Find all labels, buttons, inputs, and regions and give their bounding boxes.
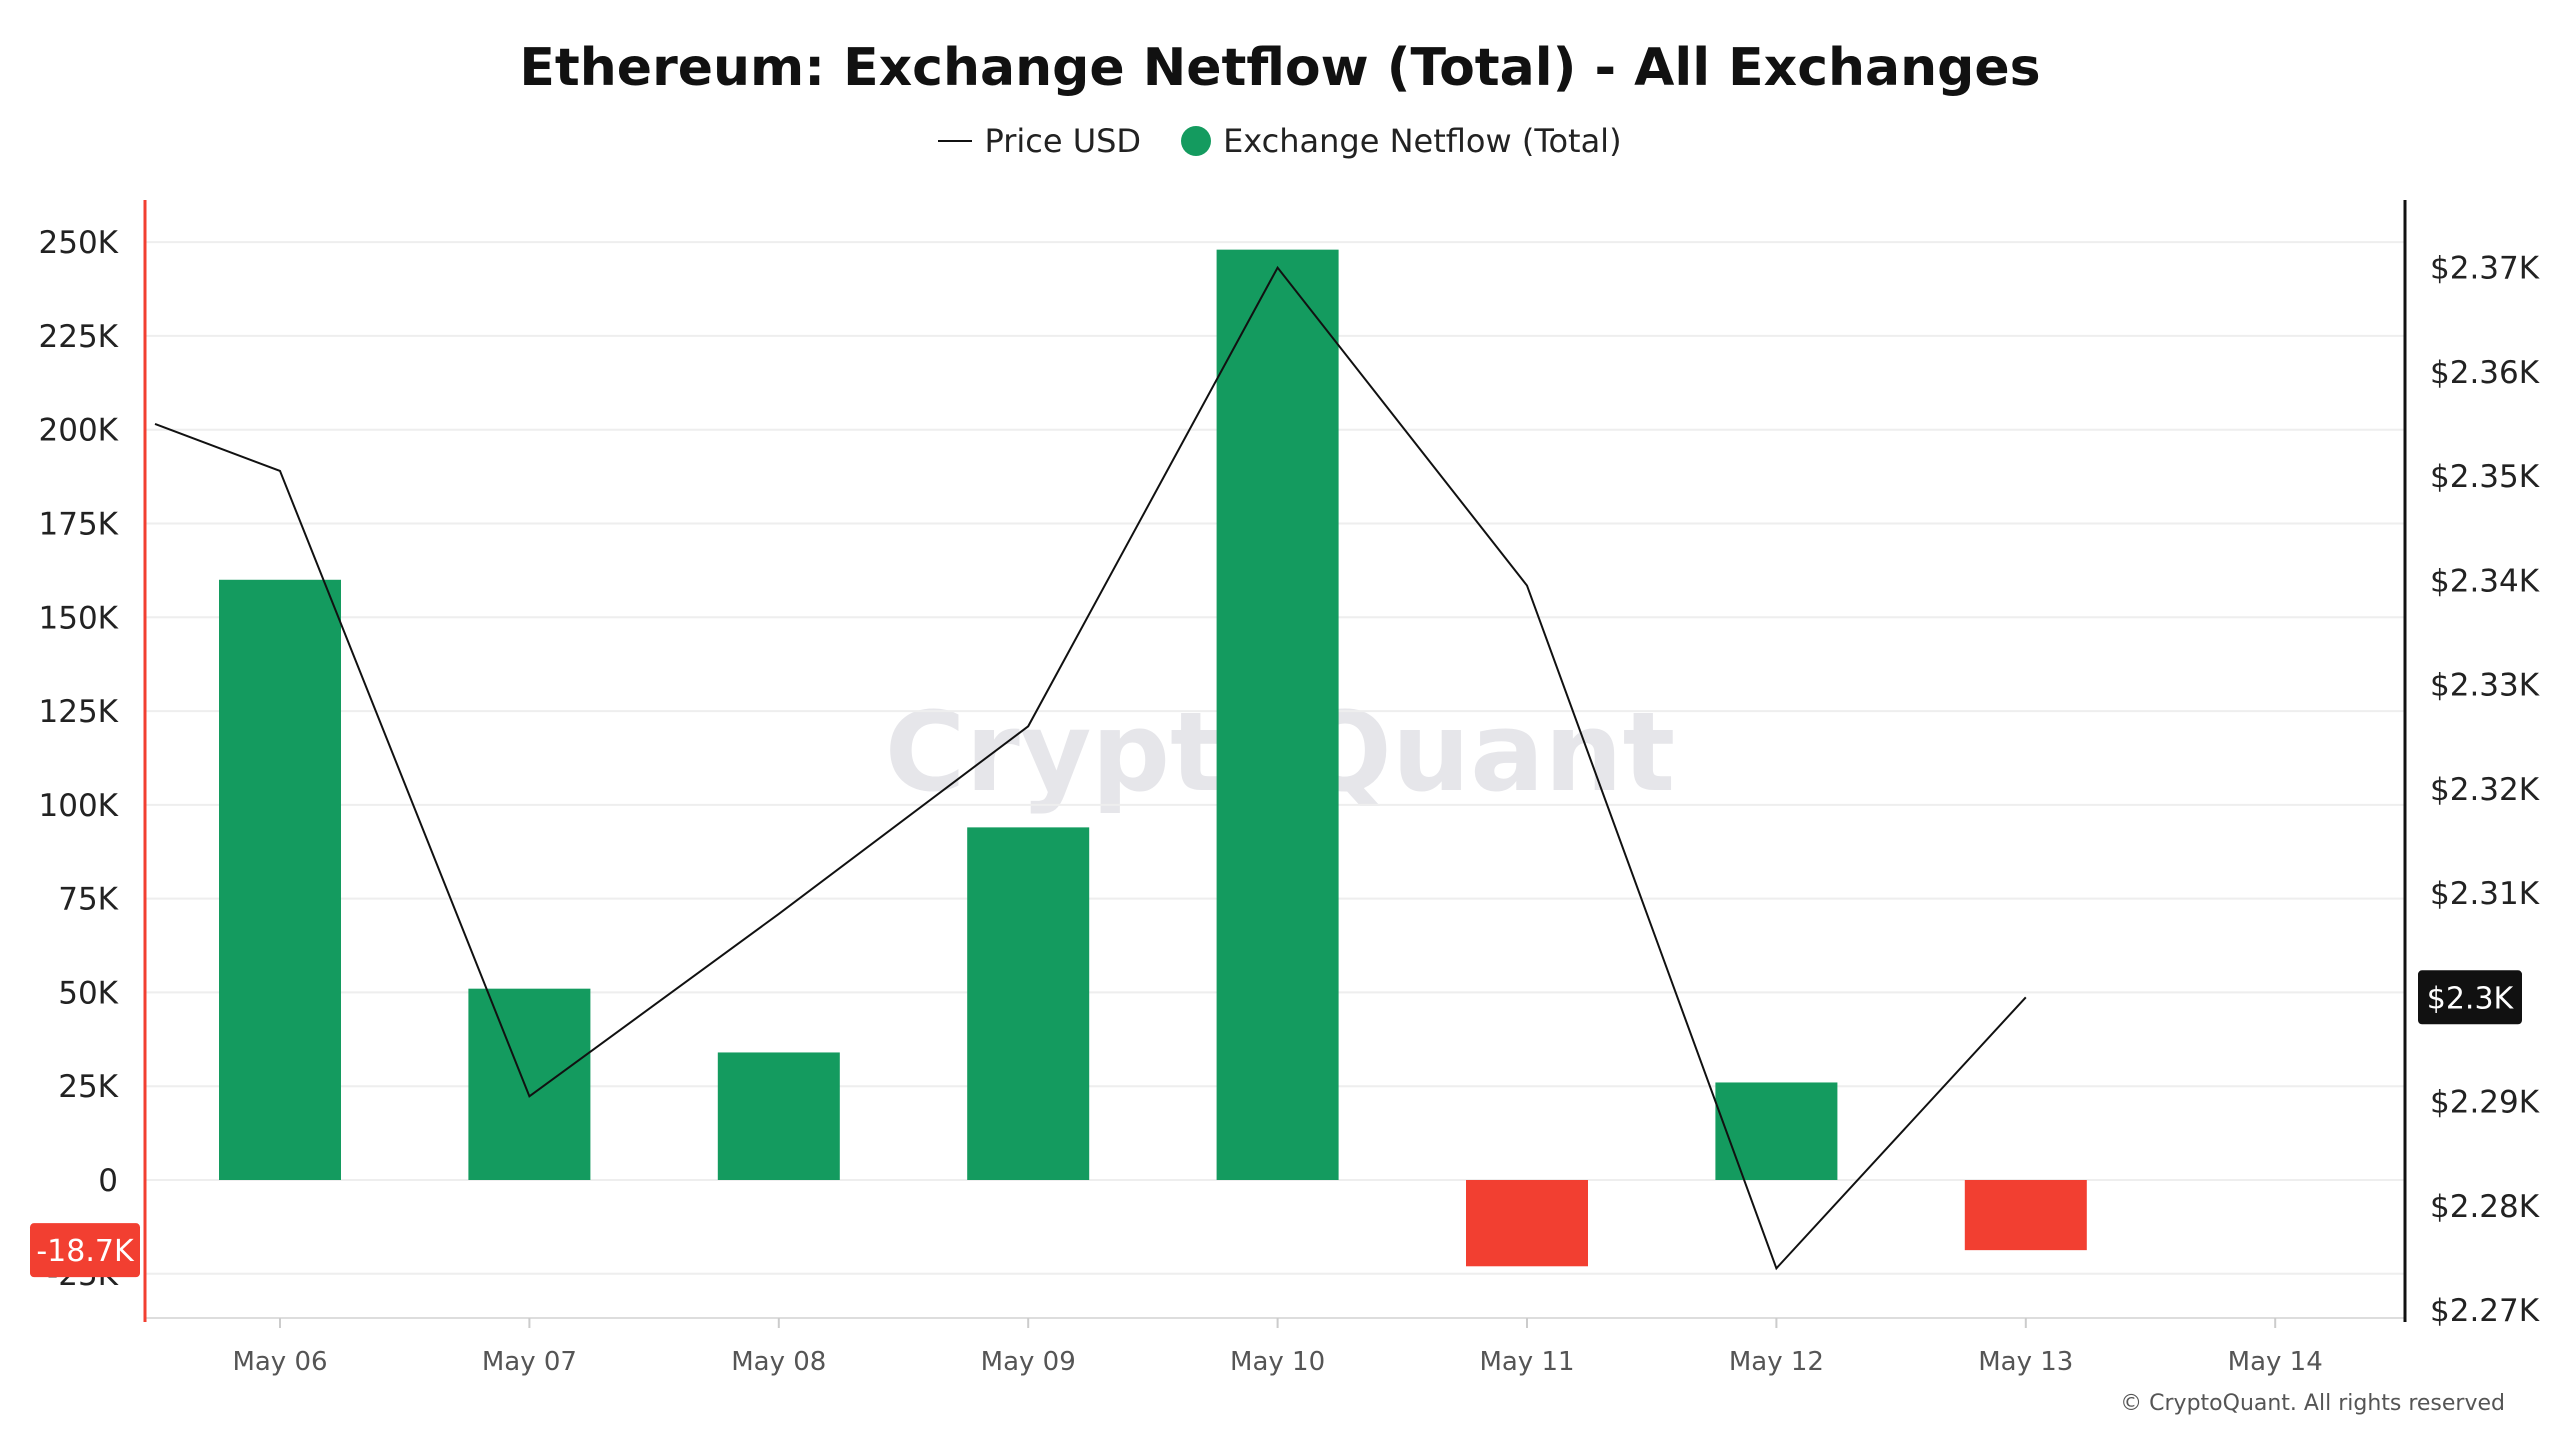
right-axis-tick-label: $2.37K <box>2430 251 2540 287</box>
right-axis-tick-label: $2.33K <box>2430 668 2540 704</box>
legend-item-netflow[interactable]: Exchange Netflow (Total) <box>1181 122 1622 160</box>
legend-dot-icon <box>1181 126 1212 156</box>
legend: Price USD Exchange Netflow (Total) <box>0 122 2560 160</box>
left-axis-tick-label: 225K <box>39 319 119 355</box>
left-axis-tick-label: 125K <box>39 694 119 730</box>
x-axis-tick-label: May 09 <box>981 1347 1076 1377</box>
current-price-badge-label: $2.3K <box>2427 981 2515 1016</box>
netflow-bar <box>1216 249 1339 1180</box>
price-line <box>154 265 2027 1271</box>
copyright-text: © CryptoQuant. All rights reserved <box>2120 1391 2505 1416</box>
legend-item-price[interactable]: Price USD <box>938 122 1141 160</box>
current-netflow-badge <box>30 1223 140 1278</box>
netflow-bar <box>967 827 1090 1180</box>
right-axis-tick-label: $2.28K <box>2430 1189 2540 1225</box>
legend-line-icon <box>938 140 973 142</box>
netflow-bar <box>468 988 591 1180</box>
x-axis-tick-label: May 13 <box>1978 1347 2073 1377</box>
x-axis-tick-label: May 14 <box>2228 1347 2323 1377</box>
chart-title: Ethereum: Exchange Netflow (Total) - All… <box>519 38 2041 98</box>
right-axis-tick-label: $2.36K <box>2430 355 2540 391</box>
right-axis-tick-label: $2.27K <box>2430 1293 2540 1329</box>
x-axis-tick-label: May 06 <box>232 1347 327 1377</box>
x-axis-tick-label: May 08 <box>731 1347 826 1377</box>
netflow-bar <box>717 1052 840 1180</box>
netflow-bar <box>1715 1082 1838 1180</box>
netflow-bar <box>1466 1180 1588 1267</box>
x-axis-tick-label: May 07 <box>482 1347 577 1377</box>
current-price-badge <box>2418 970 2522 1025</box>
netflow-bar <box>219 579 341 1180</box>
left-axis-tick-label: 50K <box>58 975 118 1011</box>
x-axis-tick-label: May 12 <box>1729 1347 1824 1377</box>
left-axis-tick-label: 250K <box>39 225 119 261</box>
left-axis-tick-label: 25K <box>58 1069 118 1105</box>
netflow-bar <box>1964 1180 2087 1251</box>
right-axis-tick-label: $2.29K <box>2430 1085 2540 1121</box>
x-axis-tick-label: May 10 <box>1230 1347 1325 1377</box>
x-axis-tick-label: May 11 <box>1479 1347 1574 1377</box>
left-axis-tick-label: 200K <box>39 413 119 449</box>
right-axis-tick-label: $2.35K <box>2430 459 2540 495</box>
left-axis-tick-label: 75K <box>58 882 118 918</box>
left-axis-tick-label: 0 <box>98 1163 118 1199</box>
left-axis-tick-label: 100K <box>39 788 119 824</box>
legend-label-netflow: Exchange Netflow (Total) <box>1223 122 1622 160</box>
current-netflow-badge-label: -18.7K <box>36 1234 135 1269</box>
right-axis-tick-label: $2.31K <box>2430 876 2540 912</box>
right-axis-tick-label: $2.32K <box>2430 772 2540 808</box>
legend-label-price: Price USD <box>984 122 1142 160</box>
left-axis-tick-label: 150K <box>39 600 119 636</box>
right-axis-tick-label: $2.34K <box>2430 563 2540 599</box>
left-axis-tick-label: 175K <box>39 507 119 543</box>
